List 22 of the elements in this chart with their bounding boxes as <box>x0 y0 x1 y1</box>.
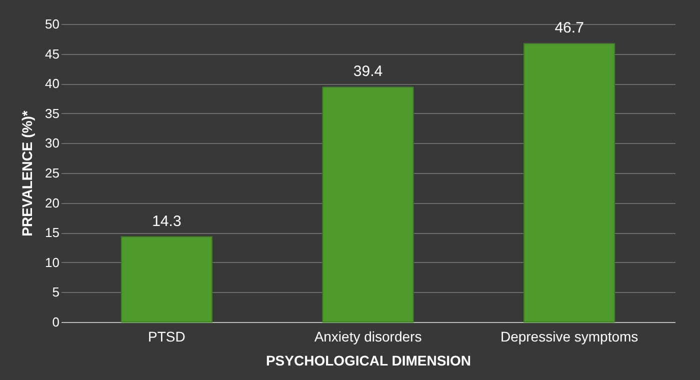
y-tick-label: 15 <box>45 225 60 240</box>
y-tick-label: 25 <box>45 166 60 180</box>
data-label: 46.7 <box>554 20 584 37</box>
y-tick-label: 35 <box>45 106 60 121</box>
y-tick-label: 20 <box>45 195 60 210</box>
bar <box>524 43 616 322</box>
x-tick-label: PTSD <box>148 328 186 344</box>
x-axis-title: PSYCHOLOGICAL DIMENSION <box>266 352 472 368</box>
y-tick-label: 0 <box>52 314 60 330</box>
y-tick-label: 50 <box>45 16 60 32</box>
data-label: 39.4 <box>353 63 383 80</box>
bar <box>322 86 414 322</box>
y-tick-label: 40 <box>45 76 60 92</box>
data-label: 14.3 <box>152 212 182 230</box>
bar <box>120 236 212 322</box>
y-tick-label: 45 <box>45 46 60 62</box>
x-tick-label: Depressive symptoms <box>500 328 638 344</box>
y-axis-title: PREVALENCE (%)* <box>19 110 36 236</box>
y-tick-label: 30 <box>45 136 60 151</box>
x-tick-label: Anxiety disorders <box>314 328 422 344</box>
y-tick-label: 10 <box>45 254 60 270</box>
y-tick-label: 5 <box>52 284 60 300</box>
